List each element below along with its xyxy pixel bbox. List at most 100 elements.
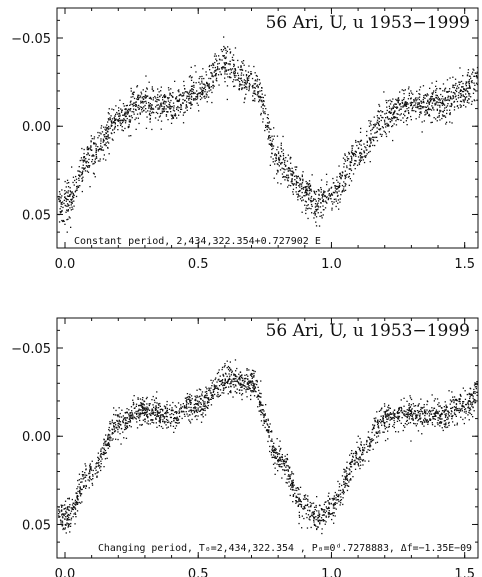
data-point bbox=[70, 204, 72, 206]
data-point bbox=[448, 421, 450, 424]
data-point bbox=[130, 135, 132, 137]
data-point bbox=[243, 382, 245, 384]
data-point bbox=[264, 414, 266, 416]
data-point bbox=[230, 391, 232, 393]
data-point bbox=[303, 508, 305, 510]
data-point bbox=[413, 110, 415, 112]
data-point bbox=[385, 133, 387, 135]
data-point bbox=[188, 97, 190, 100]
data-point bbox=[334, 192, 336, 194]
data-point bbox=[398, 416, 400, 418]
data-point bbox=[166, 400, 168, 403]
data-point bbox=[444, 90, 446, 92]
data-point bbox=[258, 101, 260, 103]
data-point bbox=[180, 108, 182, 110]
data-point bbox=[377, 435, 380, 437]
data-point bbox=[254, 370, 256, 373]
data-point bbox=[334, 190, 337, 192]
data-point bbox=[237, 77, 240, 79]
data-point bbox=[468, 393, 470, 396]
data-point bbox=[147, 423, 149, 425]
data-point bbox=[466, 74, 469, 76]
data-point bbox=[370, 120, 372, 122]
data-point bbox=[363, 151, 365, 153]
data-point bbox=[115, 424, 117, 426]
data-point bbox=[328, 502, 330, 504]
data-point bbox=[140, 91, 142, 93]
data-point bbox=[64, 223, 66, 225]
data-point bbox=[384, 413, 386, 416]
data-point bbox=[289, 168, 291, 170]
data-point bbox=[350, 452, 352, 455]
data-point bbox=[460, 408, 462, 410]
data-point bbox=[292, 495, 295, 497]
data-point bbox=[340, 489, 342, 492]
data-point bbox=[468, 411, 470, 414]
data-point bbox=[301, 174, 303, 176]
data-point bbox=[302, 199, 304, 201]
data-point bbox=[202, 405, 204, 407]
data-point bbox=[330, 193, 332, 196]
data-point bbox=[354, 462, 356, 464]
data-point bbox=[423, 96, 425, 99]
data-point bbox=[157, 107, 159, 109]
data-point bbox=[370, 141, 372, 143]
data-point bbox=[359, 159, 361, 161]
data-point bbox=[435, 80, 438, 82]
data-point bbox=[145, 111, 147, 113]
data-point bbox=[388, 413, 390, 415]
data-point bbox=[308, 198, 310, 201]
data-point bbox=[439, 99, 441, 101]
data-point bbox=[245, 85, 247, 88]
data-point bbox=[212, 75, 214, 77]
data-point bbox=[460, 89, 462, 91]
data-point bbox=[78, 501, 80, 504]
data-point bbox=[124, 419, 127, 421]
data-point bbox=[429, 410, 431, 412]
data-point bbox=[425, 106, 428, 108]
data-point bbox=[274, 160, 276, 162]
data-point bbox=[371, 428, 374, 431]
data-point bbox=[206, 81, 208, 84]
data-point bbox=[128, 413, 130, 415]
data-point bbox=[92, 474, 94, 476]
data-point bbox=[442, 102, 444, 104]
data-point bbox=[306, 188, 308, 190]
data-point bbox=[418, 102, 421, 104]
data-point bbox=[330, 186, 333, 188]
data-point bbox=[386, 421, 388, 423]
data-point bbox=[406, 423, 408, 426]
data-point bbox=[67, 190, 69, 192]
data-point bbox=[328, 197, 330, 199]
data-point bbox=[319, 519, 321, 521]
data-point bbox=[449, 113, 451, 116]
data-point bbox=[459, 410, 462, 412]
data-point bbox=[253, 65, 255, 68]
data-point bbox=[229, 63, 231, 66]
data-point bbox=[291, 489, 293, 491]
data-point bbox=[459, 104, 461, 106]
data-point bbox=[212, 394, 214, 397]
data-point bbox=[360, 464, 362, 466]
data-point bbox=[136, 85, 139, 87]
data-point bbox=[374, 419, 376, 421]
data-point bbox=[403, 97, 405, 99]
data-point bbox=[390, 418, 392, 420]
data-point bbox=[160, 94, 162, 96]
data-point bbox=[212, 63, 214, 65]
data-point bbox=[475, 74, 478, 77]
data-point bbox=[156, 391, 158, 393]
data-point bbox=[103, 136, 106, 138]
data-point bbox=[60, 510, 62, 512]
data-point bbox=[277, 163, 279, 166]
data-point bbox=[227, 382, 229, 384]
data-point bbox=[455, 95, 457, 97]
data-point bbox=[222, 387, 225, 389]
data-point bbox=[333, 198, 335, 200]
data-point bbox=[410, 97, 412, 100]
data-point bbox=[380, 422, 382, 424]
data-point bbox=[255, 85, 258, 87]
data-point bbox=[158, 412, 161, 414]
data-point bbox=[431, 394, 433, 396]
data-point bbox=[353, 155, 355, 157]
